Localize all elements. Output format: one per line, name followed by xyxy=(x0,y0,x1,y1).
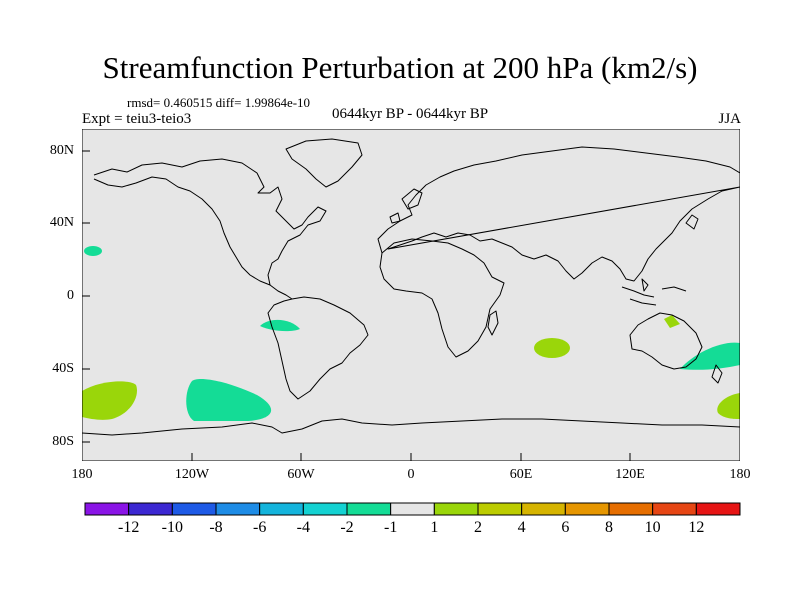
europe-detail xyxy=(389,188,423,224)
colorbar-box xyxy=(521,502,566,516)
colorbar-box xyxy=(652,502,697,516)
colorbar-label: -1 xyxy=(383,519,398,536)
axis-ticks xyxy=(82,150,740,461)
s-pacific-patch xyxy=(186,378,272,421)
experiment-label: Expt = teiu3-teio3 xyxy=(82,111,192,127)
australia-patch xyxy=(664,315,680,328)
tasman-patch xyxy=(680,342,740,370)
colorbar-box xyxy=(259,502,304,516)
lat-label-40s: 40S xyxy=(52,361,74,376)
lon-label-0: 0 xyxy=(407,467,415,482)
lon-label-60w: 60W xyxy=(287,467,315,482)
antarctica-coast xyxy=(82,418,740,436)
indian-ocean-patch xyxy=(534,338,570,358)
colorbar-box xyxy=(215,502,261,516)
dateline-patch xyxy=(717,393,740,419)
colorbar-label: 8 xyxy=(605,519,613,536)
north-america-coast xyxy=(93,158,327,286)
colorbar-label: 6 xyxy=(561,519,570,536)
s-america-patch xyxy=(260,319,300,332)
colorbar-box xyxy=(302,502,348,516)
colorbar-box xyxy=(390,502,435,516)
lat-label-40n: 40N xyxy=(49,215,74,230)
africa-coast xyxy=(379,238,505,358)
lat-label-80s: 80S xyxy=(52,434,74,449)
colorbar-box xyxy=(433,502,479,516)
japan-coast xyxy=(685,214,699,230)
new-zealand-coast xyxy=(711,364,723,384)
map-background xyxy=(82,129,740,461)
coastlines xyxy=(82,138,740,436)
colorbar-label: 12 xyxy=(688,519,705,536)
period-label: 0644kyr BP - 0644kyr BP xyxy=(331,106,489,122)
colorbar-label: -4 xyxy=(296,519,310,536)
colorbar-label: -6 xyxy=(252,519,267,536)
lon-label-120e: 120E xyxy=(615,467,645,482)
season-label: JJA xyxy=(718,111,741,127)
colorbar-box xyxy=(564,502,610,516)
colorbar-box xyxy=(695,502,741,516)
colorbar-label: 4 xyxy=(517,519,526,536)
madagascar-coast xyxy=(487,310,499,336)
lon-label-60e: 60E xyxy=(509,467,533,482)
colorbar-label: -8 xyxy=(209,519,223,536)
colorbar-label: 2 xyxy=(474,519,482,536)
lon-label-120w: 120W xyxy=(174,467,210,482)
colorbar-label: -12 xyxy=(117,519,140,536)
plot-title: Streamfunction Perturbation at 200 hPa (… xyxy=(102,50,698,85)
colorbar-box xyxy=(608,502,654,516)
n-pacific-patch xyxy=(84,246,102,256)
lat-label-0: 0 xyxy=(67,288,74,303)
map-panel xyxy=(82,129,740,461)
colorbar-box xyxy=(128,502,173,516)
lat-label-80n: 80N xyxy=(49,143,74,158)
colorbar-box xyxy=(171,502,217,516)
central-america-coast xyxy=(269,284,293,300)
colorbar-label: 10 xyxy=(644,519,661,536)
far-s-pacific-patch xyxy=(82,381,137,420)
colorbar-label: 1 xyxy=(430,519,439,536)
eurasia-coast xyxy=(377,146,740,282)
colorbar-box xyxy=(84,502,130,516)
lon-label-180w: 180 xyxy=(71,467,93,482)
colorbar-label: -2 xyxy=(340,519,354,536)
indonesia-coast xyxy=(621,278,687,306)
greenland-coast xyxy=(285,138,363,188)
australia-coast xyxy=(629,312,703,370)
lon-label-180e: 180 xyxy=(729,467,751,482)
colorbar-box xyxy=(477,502,523,516)
south-america-coast xyxy=(267,296,369,400)
colorbar-label: -10 xyxy=(161,519,183,536)
stats-text: rmsd= 0.460515 diff= 1.99864e-10 xyxy=(127,95,311,110)
colorbar-box xyxy=(346,502,392,516)
